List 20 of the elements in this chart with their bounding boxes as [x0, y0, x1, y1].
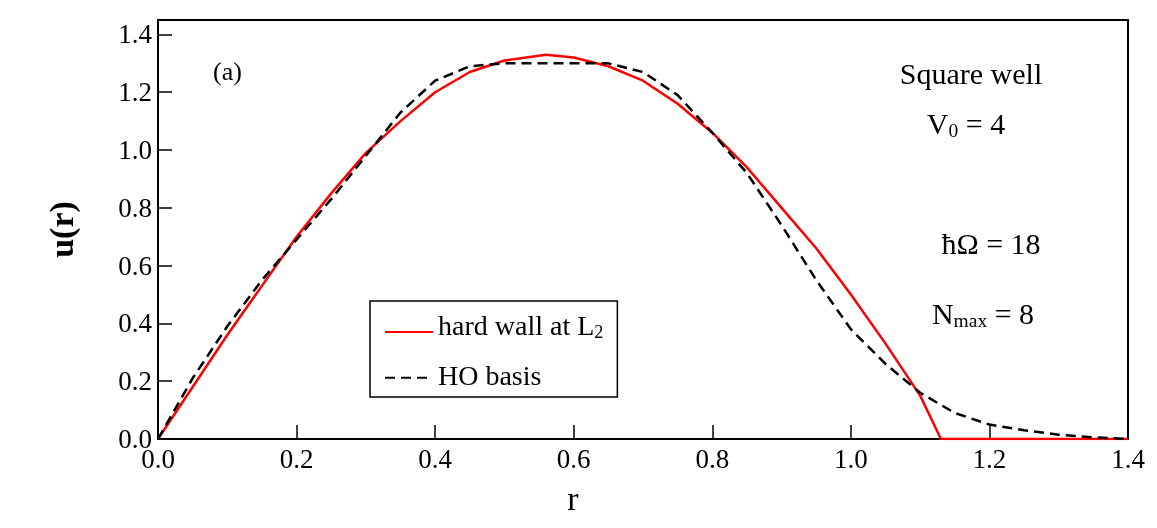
annotation: ħΩ = 18: [941, 226, 1041, 260]
y-axis-title: u(r): [42, 201, 81, 258]
x-tick-label: 0.8: [695, 443, 730, 474]
y-tick-label: 1.2: [118, 77, 152, 108]
x-tick-label: 1.2: [972, 443, 1007, 474]
x-tick-label: 1.4: [1111, 443, 1146, 474]
y-tick-label: 1.4: [118, 19, 153, 50]
y-tick-label: 0.4: [118, 308, 153, 339]
y-tick-label: 0.2: [118, 366, 152, 397]
legend-label: HO basis: [438, 359, 542, 391]
x-tick-label: 0.2: [279, 443, 314, 474]
y-tick-label: 0.6: [118, 250, 152, 281]
annotation: (a): [213, 56, 242, 86]
y-tick-label: 0.8: [118, 192, 152, 223]
x-axis-title: r: [567, 479, 580, 517]
x-tick-label: 0.6: [556, 443, 591, 474]
y-tick-label: 1.0: [118, 135, 152, 166]
x-tick-label: 0.4: [418, 443, 453, 474]
x-tick-label: 1.0: [833, 443, 868, 474]
annotation: Square well: [899, 56, 1043, 90]
